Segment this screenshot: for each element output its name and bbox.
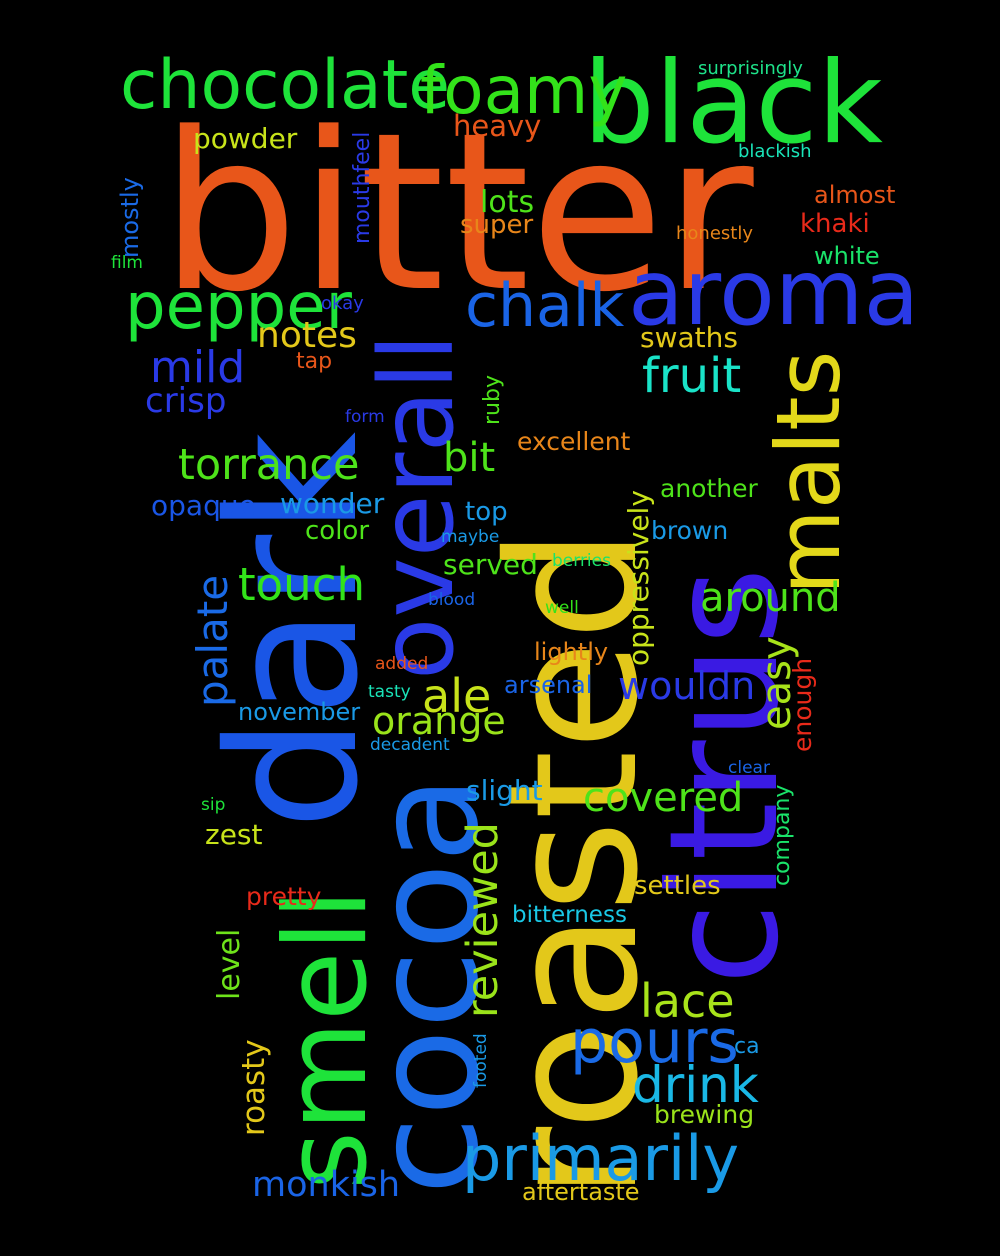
word-zest: zest: [205, 818, 263, 851]
word-touch: touch: [238, 558, 365, 611]
word-level: level: [212, 928, 247, 1000]
word-covered: covered: [583, 775, 744, 821]
word-powder: powder: [193, 122, 298, 155]
word-slight: slight: [466, 774, 543, 807]
word-black: black: [583, 37, 883, 169]
word-wouldn: wouldn: [618, 664, 756, 708]
word-mild: mild: [150, 342, 246, 393]
word-pepper: pepper: [125, 270, 352, 344]
word-reviewed: reviewed: [458, 822, 508, 1018]
word-chalk: chalk: [465, 271, 625, 341]
word-malts: malts: [757, 350, 860, 595]
word-bit: bit: [443, 435, 496, 481]
word-around: around: [700, 575, 841, 621]
word-well: well: [545, 598, 579, 618]
word-smell: smell: [260, 888, 392, 1190]
word-lace: lace: [640, 974, 735, 1028]
word-blood: blood: [428, 590, 476, 610]
word-maybe: maybe: [441, 527, 500, 547]
word-orange: orange: [372, 699, 506, 743]
word-palate: palate: [188, 574, 237, 707]
word-november: november: [238, 698, 361, 726]
word-torrance: torrance: [178, 440, 360, 490]
word-fruit: fruit: [642, 348, 742, 404]
word-white: white: [814, 242, 880, 270]
word-berries: berries: [552, 551, 611, 571]
word-excellent: excellent: [517, 427, 631, 456]
word-decadent: decadent: [370, 735, 450, 755]
word-brewing: brewing: [654, 1100, 755, 1129]
word-ale: ale: [422, 669, 492, 723]
word-wonder: wonder: [280, 487, 385, 520]
word-another: another: [660, 474, 758, 503]
word-form: form: [345, 407, 385, 427]
word-opaque: opaque: [151, 489, 256, 522]
word-super: super: [460, 210, 534, 240]
word-foamy: foamy: [420, 52, 628, 129]
word-mouthfeel: mouthfeel: [350, 131, 375, 244]
word-almost: almost: [814, 181, 896, 209]
word-primarily: primarily: [462, 1122, 740, 1195]
word-khaki: khaki: [800, 209, 870, 239]
word-roasty: roasty: [236, 1039, 272, 1136]
word-oppressively: oppressively: [622, 490, 655, 666]
word-drink: drink: [632, 1056, 759, 1114]
word-company: company: [770, 784, 795, 886]
word-ca: ca: [734, 1034, 760, 1059]
word-sip: sip: [201, 795, 226, 815]
word-bitter: bitter: [160, 87, 754, 340]
word-footed: footed: [471, 1033, 491, 1088]
word-lightly: lightly: [534, 638, 609, 666]
word-top: top: [465, 497, 508, 527]
word-tap: tap: [296, 349, 333, 374]
word-aftertaste: aftertaste: [522, 1178, 640, 1206]
word-ruby: ruby: [480, 375, 505, 425]
word-honestly: honestly: [676, 223, 753, 244]
word-pours: pours: [570, 1007, 739, 1077]
word-okay: okay: [321, 293, 364, 314]
word-lots: lots: [480, 185, 535, 220]
word-pretty: pretty: [246, 882, 322, 911]
word-served: served: [443, 548, 538, 581]
word-swaths: swaths: [640, 321, 738, 354]
word-notes: notes: [257, 315, 357, 356]
word-enough: enough: [788, 657, 817, 752]
word-aroma: aroma: [628, 241, 920, 346]
word-blackish: blackish: [738, 141, 812, 162]
word-added: added: [375, 654, 429, 674]
word-brown: brown: [651, 516, 729, 545]
word-surprisingly: surprisingly: [698, 58, 803, 79]
word-clear: clear: [728, 758, 770, 778]
word-crisp: crisp: [145, 381, 227, 421]
word-settles: settles: [634, 871, 721, 901]
word-film: film: [111, 253, 143, 273]
word-heavy: heavy: [453, 109, 542, 143]
word-mostly: mostly: [116, 177, 144, 258]
word-chocolate: chocolate: [120, 46, 451, 125]
word-arsenal: arsenal: [504, 671, 593, 699]
word-bitterness: bitterness: [512, 902, 627, 928]
word-tasty: tasty: [368, 682, 411, 702]
word-color: color: [305, 516, 370, 546]
word-monkish: monkish: [252, 1165, 401, 1205]
